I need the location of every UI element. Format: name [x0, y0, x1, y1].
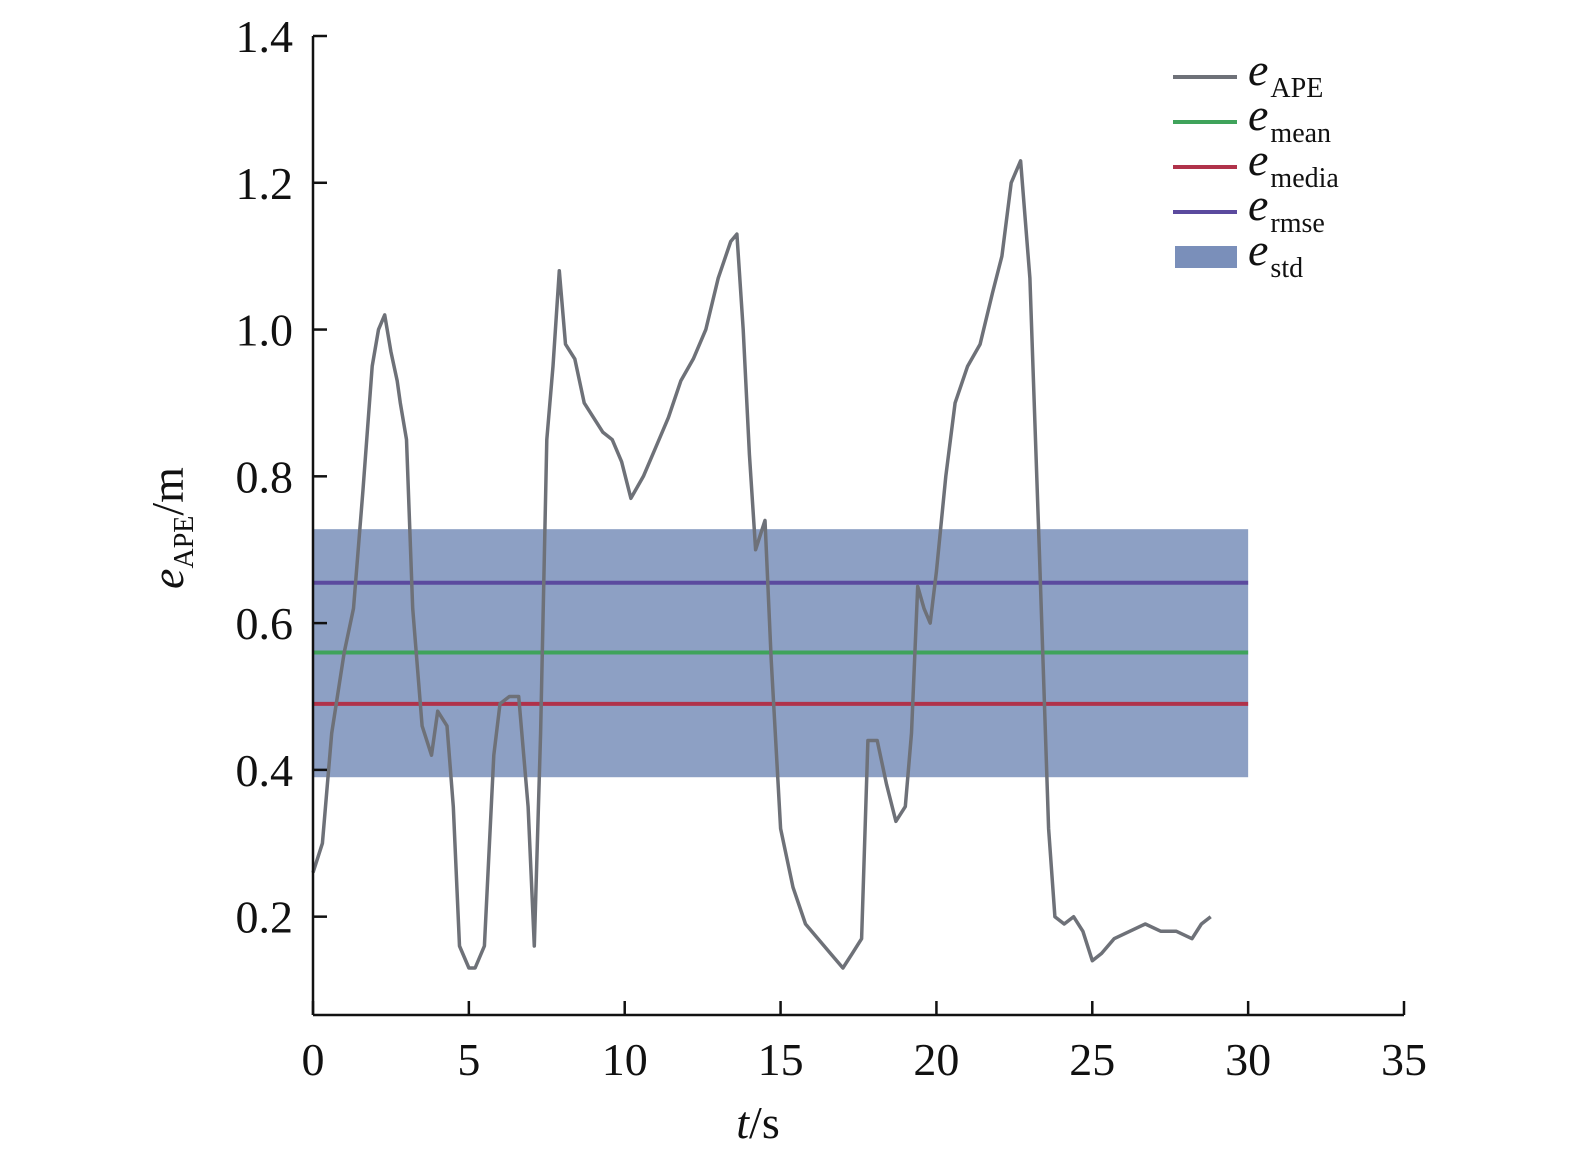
y-tick-label: 1.2	[236, 158, 294, 209]
y-tick-label: 1.0	[236, 305, 294, 356]
x-tick-label: 20	[913, 1034, 959, 1085]
x-tick-label: 25	[1069, 1034, 1115, 1085]
x-tick-label: 15	[758, 1034, 804, 1085]
y-tick-label: 0.4	[236, 745, 294, 796]
y-tick-label: 0.6	[236, 598, 294, 649]
x-tick-label: 0	[302, 1034, 325, 1085]
y-tick-label: 0.8	[236, 451, 294, 502]
x-axis-title: t/s	[736, 1097, 779, 1148]
legend-label-mean: emean	[1248, 89, 1331, 149]
x-tick-label: 30	[1225, 1034, 1271, 1085]
x-tick-label: 35	[1381, 1034, 1427, 1085]
legend-label-std: estd	[1248, 224, 1303, 284]
y-tick-label: 0.2	[236, 892, 294, 943]
tick-labels: 0 5 10 15 20 25 30 35 0.2 0.4 0.6 0.8 1.0 1.2 1.4	[236, 11, 1428, 1085]
legend-label-rmse: ermse	[1248, 179, 1325, 239]
legend-label-APE: eAPE	[1248, 44, 1323, 104]
series-layer	[311, 159, 1212, 970]
series-line-eape	[311, 159, 1212, 970]
x-tick-label: 5	[457, 1034, 480, 1085]
y-axis-title: eAPE/m	[142, 467, 200, 589]
axes	[311, 34, 1406, 1017]
y-tick-label: 1.4	[236, 11, 294, 62]
legend-swatch-std	[1175, 246, 1237, 268]
x-tick-label: 10	[602, 1034, 648, 1085]
legend-label-media: emedia	[1248, 134, 1339, 194]
reference-lines-layer	[313, 580, 1249, 706]
